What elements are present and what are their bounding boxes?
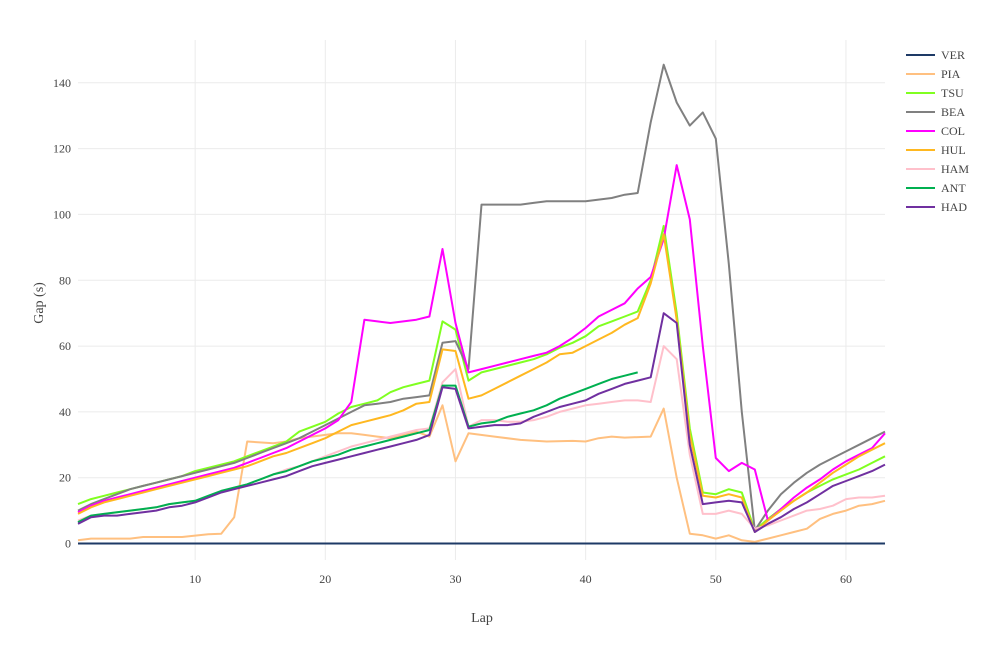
x-tick-label: 20 [319, 572, 331, 586]
series-line-ant [77, 371, 638, 524]
series-line-pia [77, 404, 886, 543]
series-line-col [77, 164, 886, 522]
y-tick-label: 80 [59, 273, 71, 287]
series-line-tsu [77, 224, 886, 532]
legend-item-ver[interactable]: VER [906, 48, 965, 62]
x-axis-ticks: 10 20 30 40 50 60 [189, 572, 852, 586]
legend[interactable]: VER PIA TSU BEA COL HUL HAM ANT HAD [906, 48, 969, 214]
legend-label: TSU [941, 86, 964, 100]
legend-label: HAD [941, 200, 967, 214]
y-tick-label: 100 [53, 207, 71, 221]
legend-item-ham[interactable]: HAM [906, 162, 969, 176]
legend-label: PIA [941, 67, 961, 81]
x-tick-label: 30 [449, 572, 461, 586]
legend-label: BEA [941, 105, 965, 119]
legend-item-col[interactable]: COL [906, 124, 965, 138]
y-tick-label: 40 [59, 405, 71, 419]
legend-item-ant[interactable]: ANT [906, 181, 966, 195]
y-tick-label: 140 [53, 76, 71, 90]
x-tick-label: 60 [840, 572, 852, 586]
legend-label: VER [941, 48, 965, 62]
x-tick-label: 50 [710, 572, 722, 586]
legend-item-tsu[interactable]: TSU [906, 86, 964, 100]
legend-item-bea[interactable]: BEA [906, 105, 965, 119]
legend-label: ANT [941, 181, 966, 195]
gridlines [78, 40, 885, 560]
y-tick-label: 0 [65, 537, 71, 551]
series-line-bea [77, 63, 886, 532]
series-line-hul [77, 233, 886, 533]
x-tick-label: 10 [189, 572, 201, 586]
legend-item-hul[interactable]: HUL [906, 143, 966, 157]
legend-item-had[interactable]: HAD [906, 200, 967, 214]
series-layer [77, 63, 886, 545]
legend-label: HAM [941, 162, 969, 176]
x-tick-label: 40 [580, 572, 592, 586]
y-tick-label: 60 [59, 339, 71, 353]
legend-label: HUL [941, 143, 966, 157]
y-tick-label: 20 [59, 471, 71, 485]
legend-label: COL [941, 124, 965, 138]
legend-item-pia[interactable]: PIA [906, 67, 961, 81]
y-axis-ticks: 0 20 40 60 80 100 120 140 [53, 76, 71, 551]
series-line-had [77, 312, 886, 533]
x-axis-title: Lap [471, 611, 493, 626]
y-axis-title: Gap (s) [32, 282, 47, 324]
y-tick-label: 120 [53, 142, 71, 156]
